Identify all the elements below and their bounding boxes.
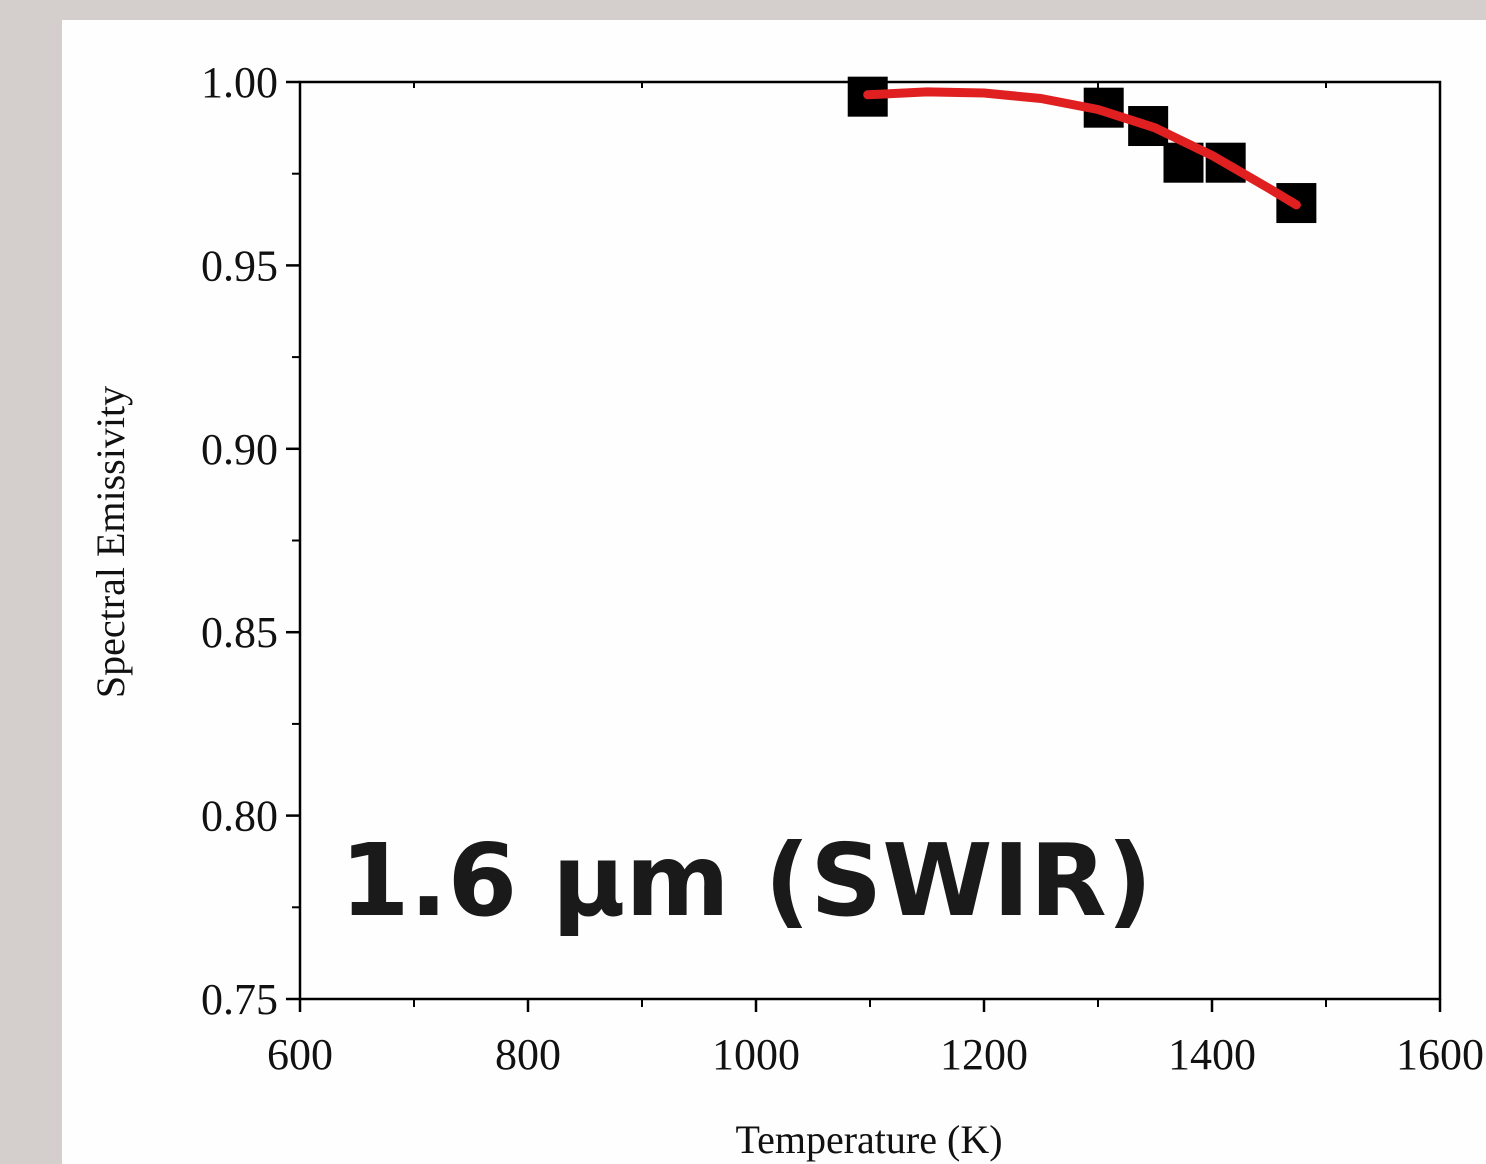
x-tick-label: 1000 bbox=[712, 1030, 800, 1079]
plot-layer: 600 800 1000 1200 1400 1600 0.75 0.80 0.85 0.90 0.… bbox=[201, 58, 1484, 1079]
emissivity-chart: 600 800 1000 1200 1400 1600 0.75 0.80 0.85 0.90 0.… bbox=[88, 58, 1484, 1162]
y-tick-label: 0.75 bbox=[201, 975, 278, 1024]
y-tick-label: 0.85 bbox=[201, 608, 278, 657]
x-tick-label: 1400 bbox=[1168, 1030, 1256, 1079]
y-tick-label: 1.00 bbox=[201, 58, 278, 107]
chart-panel: 600 800 1000 1200 1400 1600 0.75 0.80 0.85 0.90 0.… bbox=[62, 20, 1486, 1164]
x-tick-label: 800 bbox=[495, 1030, 561, 1079]
wavelength-annotation: 1.6 μm (SWIR) bbox=[340, 822, 1153, 939]
x-tick-label: 1200 bbox=[940, 1030, 1028, 1079]
y-tick-label: 0.95 bbox=[201, 241, 278, 290]
y-tick-label: 0.80 bbox=[201, 792, 278, 841]
fit-line bbox=[863, 87, 1301, 210]
y-axis-label: Spectral Emissivity bbox=[88, 386, 133, 698]
x-tick-label: 600 bbox=[267, 1030, 333, 1079]
x-tick-label: 1600 bbox=[1396, 1030, 1484, 1079]
y-tick-label: 0.90 bbox=[201, 425, 278, 474]
x-axis-label: Temperature (K) bbox=[735, 1117, 1002, 1162]
